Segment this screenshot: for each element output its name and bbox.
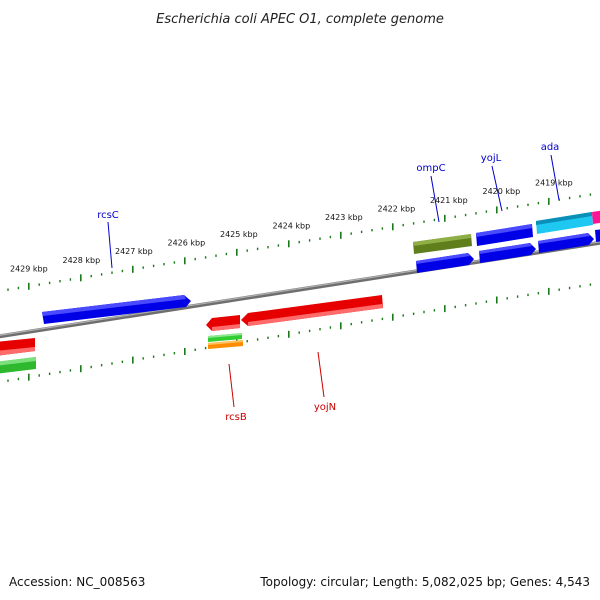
gene-label-ompc[interactable]: ompC — [416, 163, 445, 174]
gene-label-rcsc[interactable]: rcsC — [97, 210, 119, 221]
topology-text: Topology: circular; Length: 5,082,025 bp… — [259, 575, 590, 589]
tick-label: 2428 kbp — [63, 256, 101, 265]
leader-ompc — [430, 175, 440, 223]
leader-yojn — [317, 351, 325, 398]
leader-rcsc — [107, 221, 113, 269]
label-leaders — [107, 154, 560, 408]
outer-tick-row — [7, 193, 592, 291]
leader-yojl — [491, 165, 503, 212]
tick-label: 2426 kbp — [168, 239, 206, 248]
gene-arrow-orange-small[interactable] — [208, 340, 243, 349]
tick-label: 2423 kbp — [325, 213, 363, 222]
gene-arrow-green-small[interactable] — [208, 333, 242, 342]
gene-label-yojn[interactable]: yojN — [314, 402, 336, 413]
gene-arrow-magenta[interactable] — [592, 210, 600, 224]
gene-arrow-blue-4[interactable] — [538, 233, 594, 253]
gene-label-ada[interactable]: ada — [541, 142, 560, 153]
gene-arrow-red-left[interactable] — [0, 338, 35, 356]
tick-labels: 2429 kbp 2428 kbp 2427 kbp 2426 kbp 2425 kbp… — [10, 179, 573, 274]
gene-arrow-green-left[interactable] — [0, 357, 36, 374]
forward-features — [42, 210, 600, 324]
reverse-features — [0, 295, 383, 374]
tick-label: 2422 kbp — [378, 204, 416, 213]
gene-arrow-blue-2[interactable] — [416, 253, 474, 273]
map-title: Escherichia coli APEC O1, complete genom… — [156, 12, 444, 27]
gene-arrow-yojn[interactable] — [241, 295, 383, 326]
leader-rcsb — [228, 363, 235, 408]
tick-label: 2427 kbp — [115, 247, 153, 256]
gene-arrow-blue-3[interactable] — [479, 243, 536, 263]
gene-arrow-ada[interactable] — [536, 212, 593, 234]
accession-text: Accession: NC_008563 — [9, 575, 145, 589]
tick-label: 2429 kbp — [10, 264, 48, 273]
leader-ada — [550, 154, 560, 201]
tick-label: 2421 kbp — [430, 196, 468, 205]
gene-arrow-ompc[interactable] — [413, 234, 472, 254]
gene-labels: rcsC ompC yojL ada rcsB yojN — [97, 142, 559, 423]
tick-label: 2420 kbp — [483, 187, 521, 196]
tick-label: 2419 kbp — [535, 179, 573, 188]
gene-label-rcsb[interactable]: rcsB — [225, 412, 247, 423]
gene-arrow-rcsc[interactable] — [42, 295, 191, 324]
inner-tick-row — [7, 283, 592, 382]
gene-arrow-rcsb[interactable] — [206, 315, 240, 331]
gene-label-yojl[interactable]: yojL — [481, 153, 502, 164]
tick-label: 2425 kbp — [220, 230, 258, 239]
tick-label: 2424 kbp — [273, 222, 311, 231]
gene-arrow-blue-5[interactable] — [595, 229, 600, 242]
gene-arrow-yojl[interactable] — [476, 224, 533, 246]
